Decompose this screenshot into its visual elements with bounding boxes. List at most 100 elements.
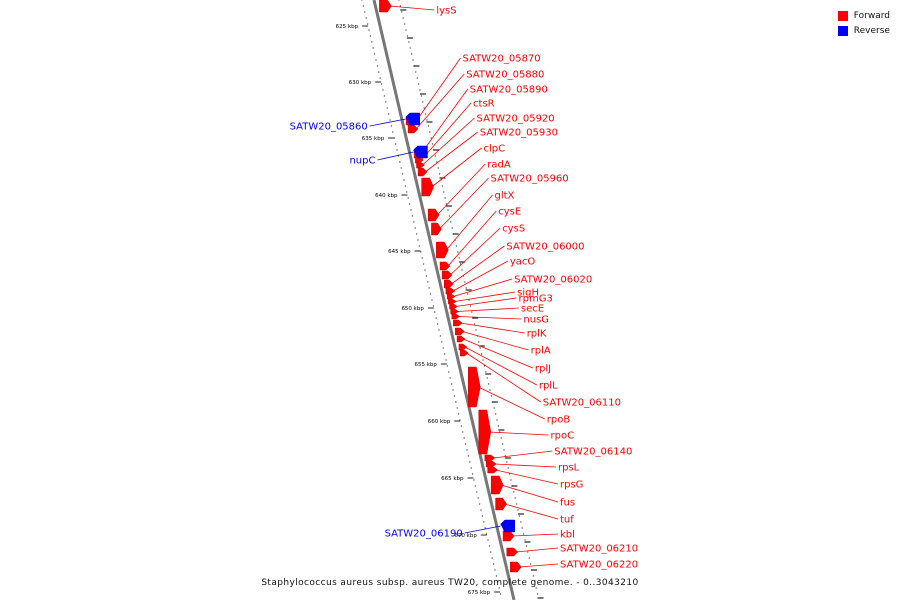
forward-gene-block — [455, 327, 465, 336]
ruler-dot-left — [484, 527, 486, 529]
forward-gene-label: ctsR — [473, 99, 495, 110]
forward-gene-block — [446, 293, 456, 300]
ruler-dot-left — [474, 485, 477, 487]
forward-gene-block — [453, 319, 463, 327]
ruler-dot-right — [493, 407, 495, 409]
forward-gene-connector — [504, 503, 559, 520]
ruler-dot-left — [432, 305, 435, 307]
reverse-swatch — [837, 25, 848, 36]
ruler-dot-left — [431, 299, 433, 301]
ruler-dot-left — [428, 287, 430, 289]
reverse-gene-block — [500, 519, 515, 533]
forward-gene-block — [379, 0, 392, 13]
ruler-dot-right — [536, 593, 539, 595]
ruler-dot-right — [483, 365, 486, 367]
forward-gene-label: SATW20_06110 — [543, 398, 621, 409]
ruler-dot-left — [469, 461, 471, 463]
ruler-dot-right — [409, 47, 411, 49]
ruler-dot-right — [535, 587, 537, 589]
ruler-dot-left — [488, 545, 491, 547]
forward-gene-connector — [488, 431, 549, 436]
ruler-dot-right — [473, 323, 476, 325]
ruler-dot-left — [372, 47, 374, 49]
ruler-dot-left — [481, 515, 484, 517]
forward-gene-label: secE — [521, 304, 544, 315]
tick-label: 640 kbp — [375, 193, 398, 199]
forward-gene-block — [445, 287, 456, 295]
forward-gene-connector — [464, 346, 538, 386]
tick-label: 650 kbp — [401, 306, 424, 312]
ruler-dot-right — [444, 197, 446, 199]
ruler-dot-right — [443, 191, 445, 193]
ruler-dot-right — [471, 311, 473, 313]
ruler-dot-left — [452, 389, 454, 391]
forward-gene-connector — [439, 177, 489, 230]
ruler-dot-left — [380, 83, 383, 85]
ruler-dot-left — [442, 347, 444, 349]
forward-gene-label: gltX — [495, 191, 515, 202]
ruler-dot-left — [389, 119, 391, 121]
ruler-dot-left — [407, 197, 409, 199]
ruler-dot-right — [506, 461, 508, 463]
ruler-dot-left — [448, 371, 450, 373]
ruler-dot-right — [486, 377, 488, 379]
forward-gene-label: cysS — [502, 224, 525, 235]
ruler-dot-right — [490, 395, 493, 397]
legend: Forward Reverse — [837, 8, 890, 38]
forward-gene-block — [439, 261, 451, 271]
ruler-dot-right — [497, 425, 500, 427]
ruler-dot-right — [466, 293, 469, 295]
ruler-dot-left — [473, 479, 475, 481]
forward-gene-label: SATW20_05920 — [477, 114, 555, 125]
ruler-dot-left — [485, 533, 488, 535]
legend-item-forward: Forward — [837, 8, 890, 23]
forward-gene-block — [444, 279, 454, 289]
forward-gene-label: clpC — [484, 144, 506, 155]
forward-gene-block — [431, 222, 442, 236]
ruler-dot-right — [529, 563, 532, 565]
forward-gene-connector — [447, 210, 497, 267]
forward-gene-label: fus — [560, 498, 575, 509]
forward-gene-label: SATW20_06020 — [514, 275, 592, 286]
forward-gene-connector — [512, 533, 559, 537]
ruler-dot-right — [424, 113, 427, 115]
ruler-dot-left — [399, 161, 401, 163]
forward-gene-block — [490, 475, 504, 495]
ruler-dot-right — [494, 413, 497, 415]
forward-gene-block — [510, 561, 522, 573]
ruler-dot-left — [411, 215, 414, 217]
forward-gene-block — [441, 270, 453, 280]
ruler-dot-left — [464, 443, 467, 445]
forward-gene-connector — [419, 88, 469, 156]
ruler-dot-right — [415, 71, 417, 73]
forward-gene-label: rplK — [527, 329, 547, 340]
forward-gene-connector — [494, 463, 556, 468]
forward-gene-connector — [519, 563, 559, 568]
forward-gene-connector — [431, 147, 482, 188]
forward-gene-connector — [457, 316, 522, 320]
tick-label: 665 kbp — [441, 476, 464, 482]
forward-gene-block — [460, 349, 469, 357]
forward-gene-label: yacO — [510, 257, 536, 268]
forward-gene-block — [487, 466, 499, 474]
forward-gene-connector — [462, 331, 529, 351]
forward-gene-connector — [495, 469, 559, 485]
forward-gene-label: SATW20_05960 — [491, 174, 569, 185]
ruler-dot-right — [423, 107, 425, 109]
tick-label: 630 kbp — [349, 80, 372, 86]
tick-label: 660 kbp — [428, 419, 451, 425]
forward-gene-label: tuf — [560, 515, 574, 526]
forward-gene-label: rpoC — [551, 431, 575, 442]
ruler-dot-left — [375, 59, 377, 61]
ruler-dot-left — [368, 29, 370, 31]
reverse-gene-block — [413, 145, 428, 159]
ruler-dot-right — [510, 479, 512, 481]
forward-gene-connector — [451, 245, 505, 285]
ruler-dot-left — [495, 575, 498, 577]
forward-gene-block — [427, 208, 440, 222]
ruler-dot-left — [382, 89, 384, 91]
ruler-dot-left — [410, 209, 412, 211]
forward-gene-connector — [452, 260, 509, 292]
legend-item-reverse: Reverse — [837, 23, 890, 38]
ruler-dot-right — [427, 125, 430, 127]
